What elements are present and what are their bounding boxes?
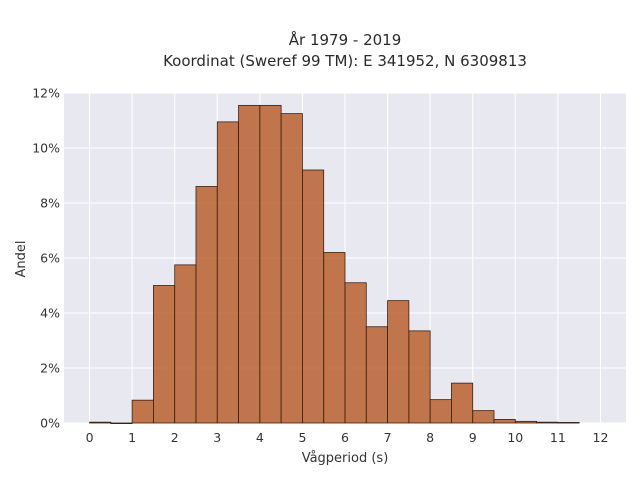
y-tick-label: 6% [40, 251, 60, 266]
histogram-bar [195, 186, 218, 424]
histogram-bar [238, 104, 261, 424]
y-tick-label: 4% [40, 306, 60, 321]
histogram-bar [387, 300, 410, 424]
histogram-bar [259, 104, 282, 424]
histogram-bar [110, 422, 133, 425]
histogram-bar [514, 420, 537, 424]
histogram-bar [131, 399, 154, 424]
x-tick-label: 0 [86, 430, 94, 445]
histogram-bar [451, 382, 474, 424]
x-tick-label: 2 [171, 430, 179, 445]
histogram-bar [280, 113, 303, 424]
y-tick-label: 2% [40, 361, 60, 376]
y-tick-label: 0% [40, 416, 60, 431]
histogram-bar [408, 330, 431, 424]
histogram-bar [557, 422, 580, 424]
x-tick-label: 1 [128, 430, 136, 445]
y-tick-label: 12% [32, 86, 60, 101]
chart-title-line1: År 1979 - 2019 [289, 30, 402, 49]
x-tick-label: 3 [213, 430, 221, 445]
histogram-bar [323, 252, 346, 424]
x-tick-label: 10 [507, 430, 523, 445]
y-axis-label: Andel [14, 241, 29, 278]
x-tick-labels: 0 1 2 3 4 5 6 7 8 9 10 11 12 [86, 430, 609, 445]
x-tick-label: 9 [469, 430, 477, 445]
x-tick-label: 8 [426, 430, 434, 445]
histogram-bar [344, 282, 367, 424]
histogram-bar [472, 410, 495, 424]
x-tick-label: 5 [298, 430, 306, 445]
x-tick-label: 12 [593, 430, 609, 445]
bars [89, 104, 580, 425]
histogram-bar [153, 285, 176, 424]
y-tick-label: 8% [40, 196, 60, 211]
histogram-bar [536, 421, 559, 424]
x-tick-label: 11 [550, 430, 566, 445]
x-tick-label: 4 [256, 430, 264, 445]
y-tick-label: 10% [32, 141, 60, 156]
chart-title-line2: Koordinat (Sweref 99 TM): E 341952, N 63… [163, 52, 527, 70]
histogram-bar [302, 169, 325, 424]
histogram-bar [429, 399, 452, 424]
histogram-bar [174, 264, 197, 424]
y-tick-labels: 0% 2% 4% 6% 8% 10% 12% [32, 86, 60, 431]
x-tick-label: 7 [384, 430, 392, 445]
histogram-bar [216, 121, 239, 424]
histogram-bar [365, 326, 388, 424]
x-axis-label: Vågperiod (s) [302, 451, 389, 466]
x-tick-label: 6 [341, 430, 349, 445]
histogram-bar [89, 421, 112, 424]
histogram-bar [493, 419, 516, 424]
